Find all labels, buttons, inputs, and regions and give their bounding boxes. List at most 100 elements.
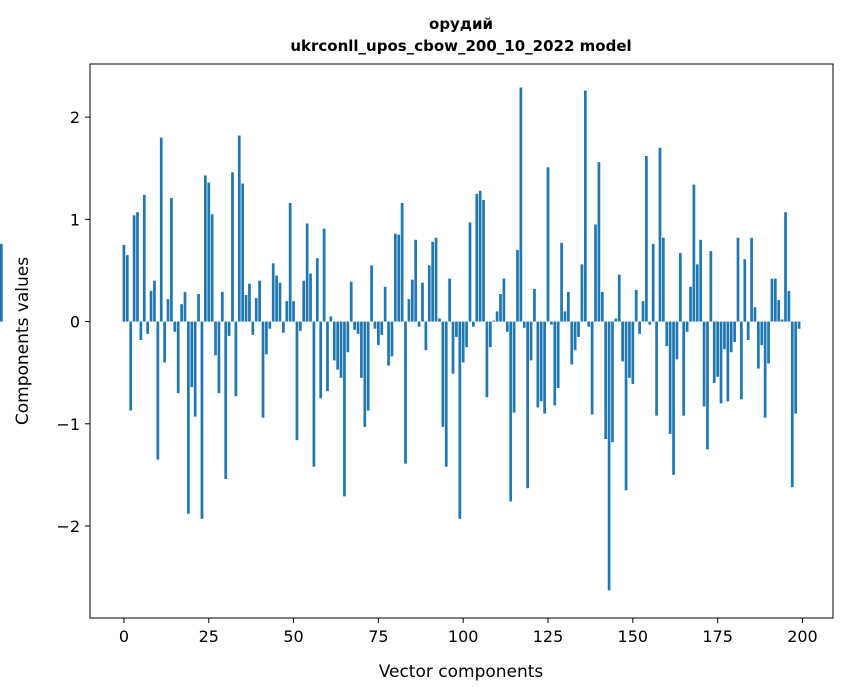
bar-196 <box>787 290 791 322</box>
bar-98 <box>455 321 458 337</box>
bar-126 <box>550 321 553 325</box>
bar-114 <box>509 321 513 502</box>
bar-97 <box>451 321 455 374</box>
bar-170 <box>699 239 703 322</box>
bar-155 <box>648 321 652 325</box>
y-axis-label: Components values <box>13 257 33 425</box>
bar-18 <box>183 291 187 322</box>
bar-59 <box>322 228 326 322</box>
bar-157 <box>655 321 658 416</box>
bar-43 <box>268 321 272 329</box>
bar-182 <box>740 321 743 400</box>
bar-67 <box>349 281 353 322</box>
bar-73 <box>370 265 373 322</box>
x-tick-label-150: 150 <box>618 627 649 646</box>
bar-56 <box>312 321 316 467</box>
bar-39 <box>254 298 258 322</box>
bar-13 <box>166 299 170 322</box>
bar-150 <box>631 321 635 384</box>
bar-179 <box>729 321 733 353</box>
bar-42 <box>265 321 268 355</box>
bar-148 <box>624 321 628 491</box>
bar-90 <box>427 265 431 322</box>
x-tick-label-125: 125 <box>533 627 564 646</box>
x-tick-label-25: 25 <box>199 627 219 646</box>
bar-92 <box>434 237 438 322</box>
bar-86 <box>414 239 418 322</box>
bar-94 <box>441 321 445 427</box>
bar-195 <box>784 212 787 322</box>
bar-132 <box>570 321 574 365</box>
bar-47 <box>282 321 285 333</box>
bar-197 <box>790 321 794 488</box>
bar-71 <box>363 321 367 427</box>
bar-108 <box>488 321 492 348</box>
bar-176 <box>719 321 723 404</box>
bar-34 <box>237 135 241 322</box>
x-tick-label-100: 100 <box>448 627 479 646</box>
bar-83 <box>404 321 407 464</box>
bar-175 <box>716 321 719 377</box>
y-tick-label-2: 2 <box>70 108 80 127</box>
bar-38 <box>251 321 255 335</box>
bar-156 <box>651 243 655 322</box>
bar-198 <box>794 321 798 414</box>
bar-169 <box>695 264 699 322</box>
bar-99 <box>458 321 462 519</box>
x-tick-label-75: 75 <box>368 627 388 646</box>
bar-51 <box>295 321 299 441</box>
bar-undefined <box>0 243 3 322</box>
bar-60 <box>326 321 329 392</box>
bar-96 <box>448 278 451 322</box>
bar-122 <box>536 321 540 408</box>
bar-160 <box>665 321 669 347</box>
bar-144 <box>611 321 614 443</box>
bar-130 <box>563 311 567 322</box>
bar-119 <box>526 321 530 489</box>
bar-159 <box>662 237 665 322</box>
bar-54 <box>305 223 309 322</box>
plot-frame <box>89 63 834 619</box>
bar-128 <box>556 321 560 389</box>
bar-113 <box>505 321 509 332</box>
bar-194 <box>780 319 784 322</box>
y-tick-label--1: −1 <box>56 415 80 434</box>
bar-110 <box>495 311 499 322</box>
y-tick-label-1: 1 <box>70 210 80 229</box>
x-axis-ticks: 0 25 50 75 100 125 150 175 200 <box>119 618 818 646</box>
bar-102 <box>468 222 472 322</box>
bar-58 <box>319 321 323 399</box>
bar-77 <box>383 286 387 322</box>
bars-group <box>0 87 801 591</box>
bar-49 <box>288 203 292 322</box>
bar-15 <box>173 321 177 332</box>
bar-55 <box>309 273 312 322</box>
bar-131 <box>567 291 570 322</box>
bar-178 <box>726 321 730 402</box>
bar-2 <box>129 321 133 411</box>
bar-116 <box>516 250 519 322</box>
bar-145 <box>614 318 618 322</box>
bar-84 <box>407 299 411 322</box>
bar-6 <box>142 194 146 322</box>
bar-165 <box>682 321 686 416</box>
bar-1 <box>125 255 129 322</box>
bar-65 <box>343 321 346 497</box>
bar-168 <box>692 184 696 322</box>
bar-32 <box>231 172 234 322</box>
bar-185 <box>750 237 753 322</box>
bar-192 <box>773 278 777 322</box>
bar-139 <box>594 224 597 322</box>
bar-149 <box>628 321 631 378</box>
bar-70 <box>360 321 363 378</box>
bar-16 <box>176 321 180 394</box>
bar-31 <box>227 321 231 336</box>
bar-52 <box>298 321 302 331</box>
bar-29 <box>220 291 224 322</box>
bar-80 <box>393 233 397 322</box>
bar-24 <box>203 175 207 322</box>
bar-112 <box>502 278 506 322</box>
bar-117 <box>519 87 523 322</box>
bar-134 <box>577 321 580 337</box>
bar-22 <box>197 293 200 322</box>
